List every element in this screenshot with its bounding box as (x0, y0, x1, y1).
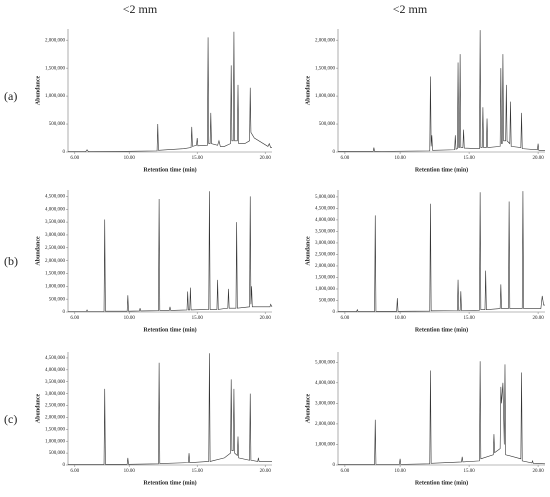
y-tick-label: 4,500,000 (45, 195, 66, 200)
y-tick-label: 1,500,000 (315, 276, 336, 281)
x-axis-title: Retention time (min) (415, 326, 468, 333)
trace (68, 353, 272, 465)
y-axis-title: Abundance (305, 393, 311, 423)
x-tick-label: 6.00 (70, 469, 79, 474)
trace (338, 30, 545, 152)
x-tick-label: 10.00 (124, 156, 136, 161)
x-tick-label: 6.00 (341, 156, 350, 161)
y-tick-label: 4,000,000 (45, 207, 66, 212)
y-tick-label: 2,000,000 (45, 416, 66, 421)
y-tick-label: 1,000,000 (315, 94, 336, 99)
y-tick-label: 2,000,000 (315, 264, 336, 269)
y-tick-label: 1,500,000 (45, 427, 66, 432)
y-tick-label: 1,000,000 (45, 94, 66, 99)
y-tick-label: 2,000,000 (45, 38, 66, 43)
x-tick-label: 15.00 (463, 316, 475, 321)
y-tick-label: 4,500,000 (45, 356, 66, 361)
y-tick-label: 2,500,000 (315, 253, 336, 258)
column-header: <2 mm (393, 2, 428, 16)
y-tick-label: 3,000,000 (315, 402, 336, 407)
y-tick-label: 500,000 (49, 451, 66, 456)
row-label: (c) (4, 412, 17, 426)
y-tick-label: 0 (333, 150, 336, 155)
y-tick-label: 4,500,000 (315, 207, 336, 212)
y-tick-label: 0 (63, 310, 66, 315)
x-tick-label: 15.00 (192, 316, 204, 321)
x-tick-label: 20.00 (260, 156, 272, 161)
x-tick-label: 10.00 (394, 469, 406, 474)
y-tick-label: 0 (63, 463, 66, 468)
y-tick-label: 2,500,000 (45, 404, 66, 409)
y-tick-label: 3,500,000 (45, 380, 66, 385)
row-label: (b) (4, 254, 18, 268)
trace (68, 31, 272, 153)
y-axis-title: Abundance (305, 236, 311, 266)
x-tick-label: 15.00 (192, 469, 204, 474)
y-tick-label: 2,500,000 (45, 246, 66, 251)
x-tick-label: 6.00 (70, 156, 79, 161)
y-tick-label: 1,000,000 (315, 287, 336, 292)
y-tick-label: 1,000,000 (45, 284, 66, 289)
y-axis-title: Abundance (35, 75, 41, 105)
x-tick-label: 10.00 (394, 156, 406, 161)
x-tick-label: 6.00 (341, 316, 350, 321)
y-tick-label: 0 (63, 150, 66, 155)
x-axis-title: Retention time (min) (415, 479, 468, 486)
trace (68, 191, 273, 312)
y-tick-label: 4,000,000 (315, 218, 336, 223)
y-tick-label: 2,000,000 (315, 38, 336, 43)
y-tick-label: 500,000 (319, 122, 336, 127)
column-header: <2 mm (123, 2, 158, 16)
x-tick-label: 6.00 (341, 469, 350, 474)
row-label: (a) (4, 89, 17, 103)
y-tick-label: 500,000 (49, 297, 66, 302)
x-tick-label: 20.00 (532, 316, 544, 321)
y-tick-label: 1,500,000 (315, 66, 336, 71)
y-tick-label: 1,500,000 (45, 66, 66, 71)
y-tick-label: 2,000,000 (45, 259, 66, 264)
y-axis-title: Abundance (35, 393, 41, 423)
x-tick-label: 20.00 (532, 469, 544, 474)
y-axis-title: Abundance (305, 75, 311, 105)
y-tick-label: 3,000,000 (45, 233, 66, 238)
y-tick-label: 3,000,000 (45, 392, 66, 397)
y-tick-label: 1,000,000 (45, 439, 66, 444)
x-tick-label: 20.00 (260, 316, 272, 321)
x-axis-title: Retention time (min) (143, 326, 196, 333)
x-axis-title: Retention time (min) (415, 166, 468, 173)
y-tick-label: 4,000,000 (45, 368, 66, 373)
x-axis-title: Retention time (min) (143, 166, 196, 173)
x-tick-label: 10.00 (124, 469, 136, 474)
x-axis-title: Retention time (min) (143, 479, 196, 486)
y-tick-label: 3,500,000 (45, 220, 66, 225)
y-tick-label: 500,000 (49, 122, 66, 127)
y-tick-label: 1,500,000 (45, 272, 66, 277)
x-tick-label: 15.00 (192, 156, 204, 161)
y-tick-label: 3,500,000 (315, 230, 336, 235)
x-tick-label: 10.00 (124, 316, 136, 321)
y-tick-label: 0 (333, 463, 336, 468)
y-tick-label: 0 (333, 310, 336, 315)
trace (338, 191, 545, 312)
y-tick-label: 3,000,000 (315, 241, 336, 246)
x-tick-label: 20.00 (260, 469, 272, 474)
y-tick-label: 5,000,000 (315, 360, 336, 365)
x-tick-label: 6.00 (70, 316, 79, 321)
y-tick-label: 5,000,000 (315, 195, 336, 200)
x-tick-label: 15.00 (463, 156, 475, 161)
x-tick-label: 10.00 (394, 316, 406, 321)
y-tick-label: 500,000 (319, 299, 336, 304)
x-tick-label: 20.00 (532, 156, 544, 161)
y-tick-label: 4,000,000 (315, 381, 336, 386)
trace (338, 361, 546, 465)
y-tick-label: 1,000,000 (315, 443, 336, 448)
y-axis-title: Abundance (35, 236, 41, 266)
y-tick-label: 2,000,000 (315, 422, 336, 427)
x-tick-label: 15.00 (463, 469, 475, 474)
